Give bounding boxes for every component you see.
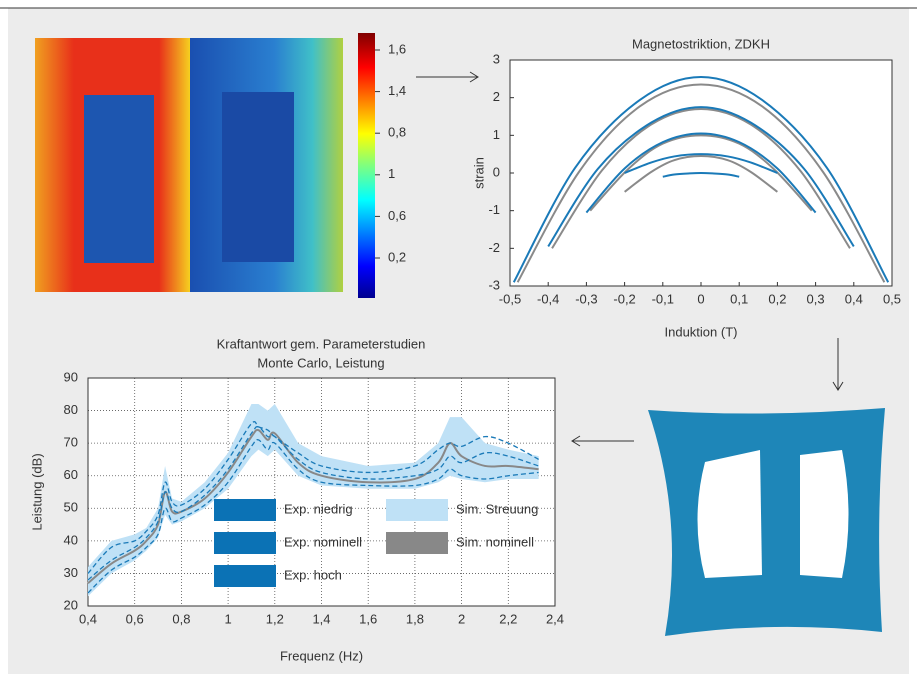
page: -3 -2 -1 0 1 2 3 -0,5 -0,4 -0,3 -0,2 -0,1 0 0,1 0,2 0,3…	[0, 0, 917, 687]
colorbar	[358, 33, 375, 298]
y-tick-label: 30	[64, 565, 78, 580]
legend-swatch	[386, 499, 448, 521]
x-tick-label: -0,1	[652, 291, 674, 306]
x-tick-label: 0,6	[126, 611, 144, 626]
y-tick-label: 50	[64, 500, 78, 515]
y-tick-label: 70	[64, 435, 78, 450]
y-tick-label: 0	[493, 164, 500, 179]
y-tick-label: -1	[488, 202, 500, 217]
x-tick-label: 0,3	[807, 291, 825, 306]
y-axis-label: Leistung (dB)	[29, 453, 44, 530]
y-tick-label: -2	[488, 240, 500, 255]
colorbar-label: 0,8	[388, 125, 406, 140]
x-tick-label: 1,8	[406, 611, 424, 626]
colorbar-label: 0,2	[388, 249, 406, 264]
y-tick-label: 2	[493, 89, 500, 104]
figure: -3 -2 -1 0 1 2 3 -0,5 -0,4 -0,3 -0,2 -0,1 0 0,1 0,2 0,3…	[0, 0, 917, 682]
x-axis-label: Induktion (T)	[665, 324, 738, 339]
chart-subtitle: Monte Carlo, Leistung	[257, 355, 384, 370]
x-tick-label: 1,4	[312, 611, 330, 626]
x-tick-label: 1,2	[266, 611, 284, 626]
legend-label: Sim. Streuung	[456, 501, 538, 516]
legend-swatch	[214, 499, 276, 521]
field-image	[35, 38, 343, 292]
x-tick-label: 1	[224, 611, 231, 626]
x-tick-label: 2,4	[546, 611, 564, 626]
legend-label: Exp. nominell	[284, 534, 362, 549]
x-tick-label: 0,8	[172, 611, 190, 626]
mesh-hole-left	[698, 450, 763, 578]
x-tick-label: -0,3	[575, 291, 597, 306]
colorbar-label: 1,4	[388, 83, 406, 98]
x-tick-label: 0	[697, 291, 704, 306]
y-tick-label: 80	[64, 402, 78, 417]
y-axis-label: strain	[471, 157, 486, 189]
mesh-hole-right	[800, 450, 849, 578]
legend-label: Sim. nominell	[456, 534, 534, 549]
y-tick-label: 60	[64, 467, 78, 482]
x-tick-label: 1,6	[359, 611, 377, 626]
y-tick-label: 20	[64, 597, 78, 612]
mesh-body	[648, 408, 885, 636]
y-tick-label: 40	[64, 532, 78, 547]
legend-label: Exp. niedrig	[284, 501, 353, 516]
legend-swatch	[386, 532, 448, 554]
field-hole-right	[222, 92, 294, 262]
x-tick-label: 0,4	[845, 291, 863, 306]
field-hole-left	[84, 95, 154, 263]
x-tick-label: -0,4	[537, 291, 559, 306]
x-tick-label: 0,5	[883, 291, 901, 306]
legend-label: Exp. hoch	[284, 567, 342, 582]
colorbar-label: 1	[388, 166, 395, 181]
y-tick-label: -3	[488, 277, 500, 292]
chart-title: Kraftantwort gem. Parameterstudien	[217, 336, 426, 351]
mesh-image	[648, 408, 885, 636]
chart-title: Magnetostriktion, ZDKH	[632, 36, 770, 51]
x-tick-label: -0,2	[613, 291, 635, 306]
colorbar-label: 0,6	[388, 208, 406, 223]
x-axis-label: Frequenz (Hz)	[280, 648, 363, 663]
y-tick-label: 90	[64, 369, 78, 384]
x-tick-label: 0,1	[730, 291, 748, 306]
y-tick-label: 1	[493, 127, 500, 142]
x-tick-label: -0,5	[499, 291, 521, 306]
y-tick-label: 3	[493, 51, 500, 66]
colorbar-label: 1,6	[388, 41, 406, 56]
x-tick-label: 2,2	[499, 611, 517, 626]
x-tick-label: 0,2	[768, 291, 786, 306]
legend-swatch	[214, 532, 276, 554]
x-tick-label: 2	[458, 611, 465, 626]
x-tick-label: 0,4	[79, 611, 97, 626]
legend-swatch	[214, 565, 276, 587]
